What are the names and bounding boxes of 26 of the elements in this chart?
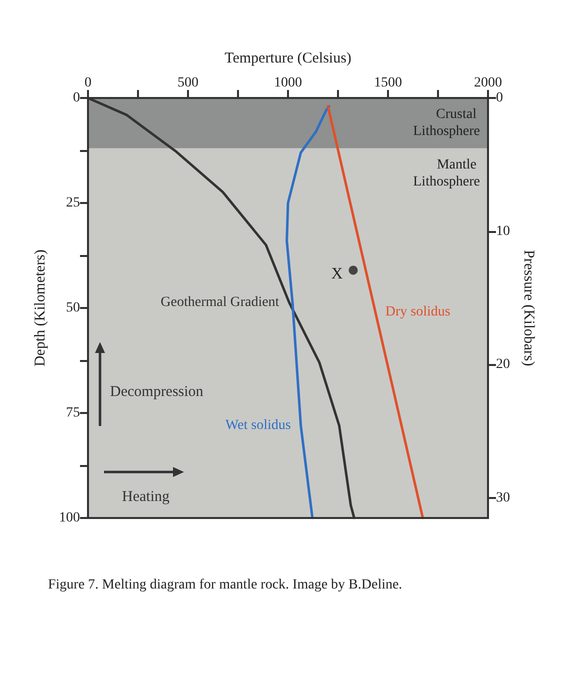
y2-axis-title: Pressure (Kilobars) [520, 250, 536, 366]
y2-tick-label: 30 [496, 490, 510, 506]
x-axis-title: Temperture (Celsius) [224, 50, 352, 66]
x-tick-label: 1500 [374, 76, 402, 90]
y-tick-label: 50 [66, 300, 80, 316]
series-label: Wet solidus [225, 418, 291, 434]
band-label: Mantle Lithosphere [413, 157, 480, 190]
x-tick-label: 500 [178, 76, 198, 90]
y-tick-label: 75 [66, 406, 80, 420]
x-tick-label: 2000 [474, 76, 502, 90]
y2-tick-label: 20 [496, 357, 510, 372]
y-tick-label: 25 [66, 196, 80, 210]
y2-tick-label: 10 [496, 224, 510, 239]
series-label: Dry solidus [385, 304, 450, 320]
y-tick-label: 100 [59, 510, 80, 526]
x-tick-label: 1000 [274, 76, 302, 90]
y2-tick-label: 0 [496, 90, 503, 106]
series-label: Geothermal Gradient [160, 295, 280, 310]
annotation: X [331, 266, 344, 283]
band-label: Crustal Lithosphere [413, 107, 480, 140]
annotation: Decompression [110, 384, 204, 400]
x-tick-label: 0 [84, 76, 92, 90]
annotation: Heating [122, 489, 170, 505]
y-tick-label: 0 [73, 90, 80, 106]
caption: Figure 7. Melting diagram for mantle rock. Image by B.Deline. [48, 578, 402, 592]
y-axis-title: Depth (Kilometers) [32, 249, 49, 367]
